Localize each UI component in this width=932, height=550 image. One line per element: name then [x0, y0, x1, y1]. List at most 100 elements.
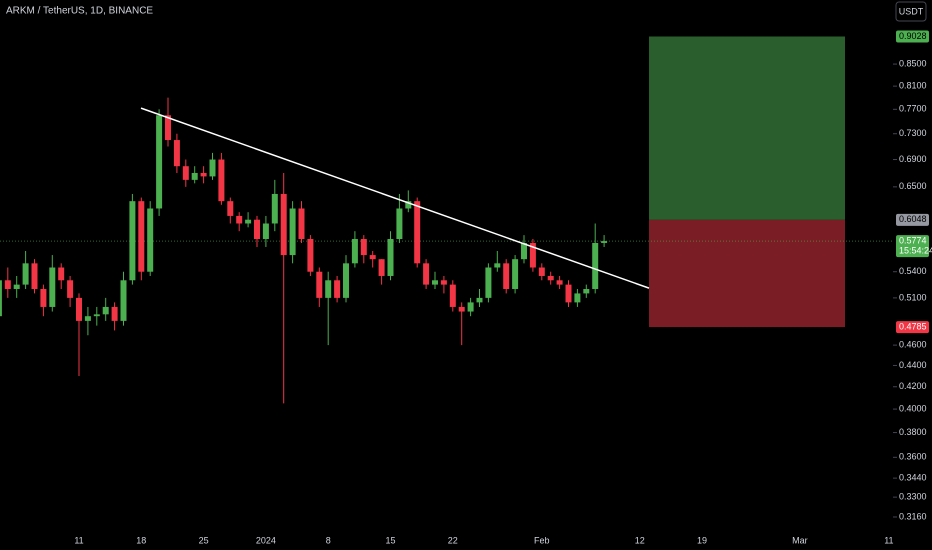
candle-body [120, 280, 127, 321]
candle-body [218, 159, 225, 202]
candle-body [325, 280, 332, 298]
candle-body [40, 288, 47, 307]
currency-button[interactable] [895, 1, 927, 22]
candle-body [449, 284, 456, 307]
candle-body [191, 172, 198, 180]
candle-body [378, 259, 385, 276]
candle-body [485, 267, 492, 298]
candle-body [512, 259, 519, 289]
x-tick-label: 15 [385, 535, 395, 545]
candle-body [182, 166, 189, 180]
price-tag-label: 0.5774 [899, 235, 927, 245]
candle-body [111, 306, 118, 321]
y-tick-label: 0.4400 [899, 360, 927, 370]
candle-body [565, 284, 572, 303]
candle-body [432, 280, 438, 285]
candle-body [307, 239, 314, 272]
candle-body [521, 242, 527, 260]
candle-body [93, 314, 100, 317]
candle-body [503, 263, 510, 289]
currency-label: USDT [899, 6, 924, 16]
x-tick-label: 22 [448, 535, 458, 545]
candle-body [245, 219, 252, 224]
candle-body [67, 280, 74, 298]
candle-body [31, 263, 38, 289]
candle-body [227, 201, 234, 216]
candle-body [76, 297, 82, 321]
candle-body [414, 201, 421, 264]
x-tick-label: 2024 [256, 535, 276, 545]
y-tick-label: 0.8100 [899, 81, 927, 91]
candle-body [316, 271, 323, 298]
y-tick-label: 0.7300 [899, 128, 927, 138]
candle-body [22, 263, 29, 285]
y-tick-label: 0.3600 [899, 452, 927, 462]
y-tick-label: 0.7700 [899, 104, 927, 114]
candle-body [156, 115, 163, 209]
candle-body [209, 159, 216, 177]
x-tick-label: 11 [884, 535, 893, 545]
price-tag [896, 321, 929, 334]
position-profit [649, 36, 845, 220]
y-tick-label: 0.3160 [899, 511, 927, 521]
candle-body [13, 284, 20, 289]
y-tick-label: 0.8500 [899, 58, 927, 68]
position-loss [649, 219, 845, 328]
price-tag-label: 0.4785 [899, 321, 927, 331]
price-tag-label: 0.9028 [899, 31, 927, 41]
y-tick-label: 0.3440 [899, 472, 927, 482]
candle-body [200, 172, 207, 177]
chart-title: ARKM / TetherUS, 1D, BINANCE [6, 6, 153, 17]
candle-body [129, 201, 136, 281]
price-tag-label: 0.6048 [899, 214, 927, 224]
candle-body [351, 239, 358, 264]
candle-body [423, 263, 430, 285]
x-tick-label: 11 [74, 535, 83, 545]
candle-body [583, 288, 590, 294]
candle-body [574, 293, 581, 303]
candle-body [236, 215, 243, 224]
candle-body [165, 115, 171, 141]
y-tick-label: 0.6900 [899, 154, 927, 164]
x-tick-label: Mar [792, 535, 808, 545]
candle-body [289, 208, 296, 256]
candle-body [467, 302, 474, 312]
candle-body [4, 280, 11, 289]
candle-body [529, 242, 536, 268]
candle-body [343, 263, 349, 298]
x-tick-label: 12 [635, 535, 645, 545]
x-tick-label: 25 [199, 535, 209, 545]
y-tick-label: 0.3800 [899, 427, 927, 437]
candle-body [440, 280, 447, 285]
candle-body [494, 263, 501, 268]
price-tag [896, 235, 929, 258]
candle-body [547, 275, 554, 281]
y-tick-label: 0.4000 [899, 403, 927, 413]
candle-body [58, 267, 65, 281]
x-tick-label: 19 [697, 535, 707, 545]
candle-body [280, 193, 287, 256]
candle-body [369, 255, 376, 260]
candle-body [458, 306, 465, 312]
candle-body [173, 140, 180, 167]
x-tick-label: Feb [534, 535, 550, 545]
candle-body [601, 241, 608, 243]
candle-body [102, 306, 109, 315]
candle-body [387, 239, 394, 276]
trendline [140, 107, 650, 289]
candle-body [556, 280, 563, 285]
y-tick-label: 0.6500 [899, 181, 927, 191]
candle-body [476, 297, 483, 303]
x-tick-label: 8 [326, 535, 331, 545]
candle-body [298, 208, 305, 240]
candle-body [84, 316, 91, 321]
x-tick-label: 18 [136, 535, 146, 545]
candle-body [334, 280, 341, 298]
y-tick-label: 0.5100 [899, 292, 927, 302]
countdown: 15:54:24 [899, 245, 932, 255]
y-tick-label: 0.4200 [899, 381, 927, 391]
candle-body [538, 267, 545, 276]
candle-body [49, 267, 56, 307]
